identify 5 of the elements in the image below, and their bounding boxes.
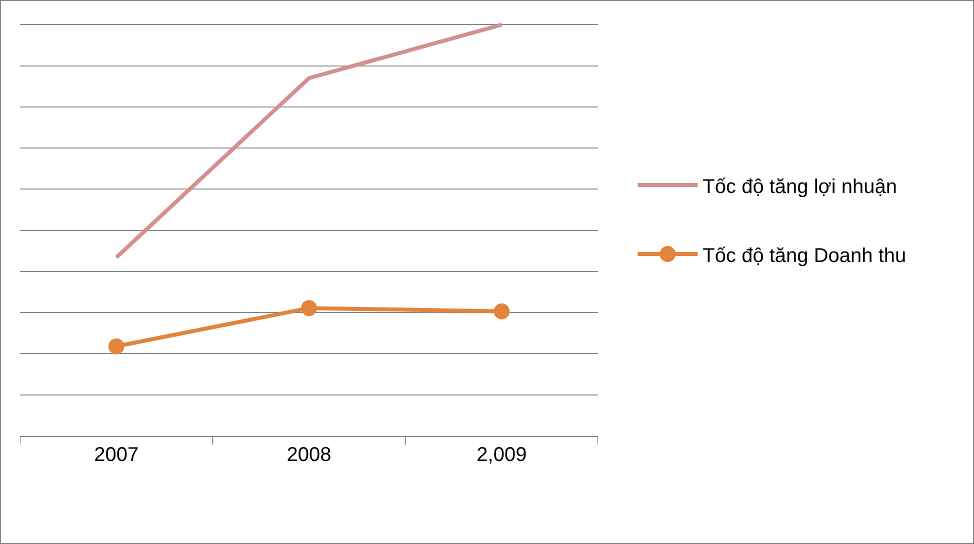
- x-tick-label: 2007: [94, 444, 139, 466]
- x-tick-label: 2008: [286, 444, 332, 466]
- x-tick-label: 2,009: [476, 444, 527, 466]
- legend-label: Tốc độ tăng Doanh thu: [702, 244, 906, 267]
- legend-label: Tốc độ tăng lợi nhuận: [702, 176, 898, 198]
